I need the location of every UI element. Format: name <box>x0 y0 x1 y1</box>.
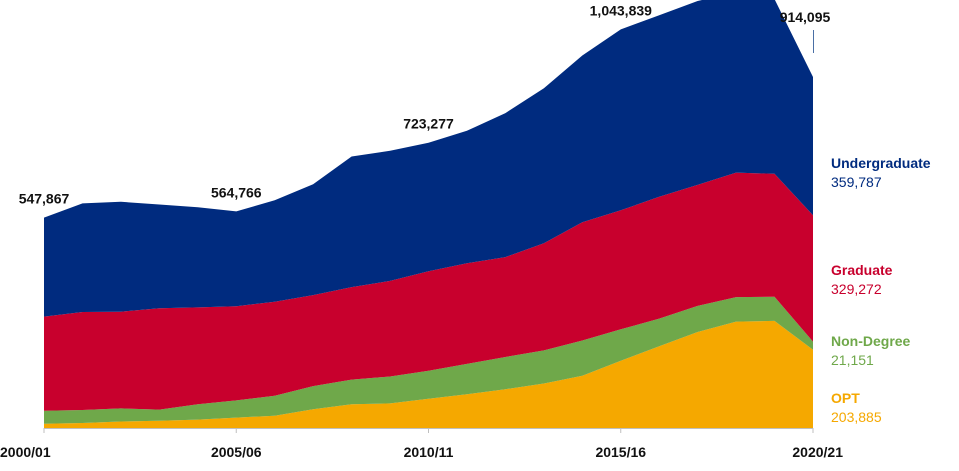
area-graduate <box>44 172 813 411</box>
total-label-2010-11: 723,277 <box>403 116 454 132</box>
x-axis-ticks: 2000/01 2005/06 2010/11 2015/16 2020/21 <box>0 428 843 460</box>
total-label-2000-01: 547,867 <box>19 191 70 207</box>
legend: Undergraduate 359,787 Graduate 329,272 Non-D… <box>831 155 931 425</box>
legend-value-opt: 203,885 <box>831 409 882 425</box>
total-label-2015-16: 1,043,839 <box>590 2 652 18</box>
legend-name-undergraduate: Undergraduate <box>831 155 931 171</box>
total-label-2005-06: 564,766 <box>211 184 262 200</box>
legend-name-opt: OPT <box>831 390 860 406</box>
legend-value-graduate: 329,272 <box>831 281 882 297</box>
legend-name-graduate: Graduate <box>831 262 893 278</box>
x-tick-2000-01: 2000/01 <box>0 444 51 460</box>
legend-value-non-degree: 21,151 <box>831 352 874 368</box>
total-label-2020-21: 914,095 <box>780 9 831 25</box>
area-opt <box>44 320 813 428</box>
x-tick-2015-16: 2015/16 <box>595 444 646 460</box>
legend-name-non-degree: Non-Degree <box>831 333 911 349</box>
legend-value-undergraduate: 359,787 <box>831 174 882 190</box>
x-tick-2010-11: 2010/11 <box>404 444 454 460</box>
area-undergraduate <box>44 0 813 317</box>
total-labels: 547,867 564,766 723,277 1,043,839 914,095 <box>19 2 831 206</box>
area-non-degree <box>44 296 813 424</box>
x-tick-2020-21: 2020/21 <box>792 444 843 460</box>
x-tick-2005-06: 2005/06 <box>211 444 262 460</box>
area-layers <box>44 0 813 428</box>
